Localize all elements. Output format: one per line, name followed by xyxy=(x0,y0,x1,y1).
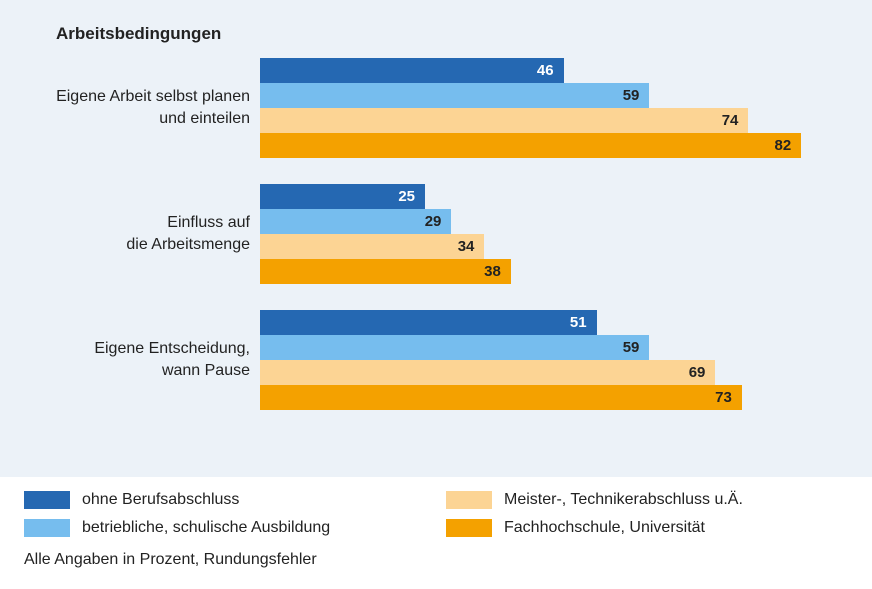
legend-swatch xyxy=(446,519,492,537)
bar-group: Einfluss aufdie Arbeitsmenge25293438 xyxy=(24,184,848,284)
bar: 74 xyxy=(260,108,748,133)
bar: 73 xyxy=(260,385,742,410)
bar-row: 74 xyxy=(260,108,848,133)
legend-label: ohne Berufsabschluss xyxy=(82,491,239,509)
bar: 82 xyxy=(260,133,801,158)
chart-groups: Eigene Arbeit selbst planenund einteilen… xyxy=(24,58,848,410)
bar: 51 xyxy=(260,310,597,335)
bar: 25 xyxy=(260,184,425,209)
group-label: Eigene Entscheidung,wann Pause xyxy=(24,338,260,381)
legend-label: Meister-, Technikerabschluss u.Ä. xyxy=(504,491,743,509)
bar-group: Eigene Arbeit selbst planenund einteilen… xyxy=(24,58,848,158)
bar-row: 34 xyxy=(260,234,848,259)
group-label: Eigene Arbeit selbst planenund einteilen xyxy=(24,86,260,129)
bar-row: 25 xyxy=(260,184,848,209)
bar-row: 51 xyxy=(260,310,848,335)
bar-row: 73 xyxy=(260,385,848,410)
legend-swatch xyxy=(446,491,492,509)
legend-item: betriebliche, schulische Ausbildung xyxy=(24,519,426,537)
group-label: Einfluss aufdie Arbeitsmenge xyxy=(24,212,260,255)
bar: 34 xyxy=(260,234,484,259)
legend-area: ohne Berufsabschluss Meister-, Technikera… xyxy=(0,477,872,569)
bar: 38 xyxy=(260,259,511,284)
bar-row: 38 xyxy=(260,259,848,284)
bar: 59 xyxy=(260,83,649,108)
legend-grid: ohne Berufsabschluss Meister-, Technikera… xyxy=(24,491,848,537)
chart-area: Arbeitsbedingungen Eigene Arbeit selbst … xyxy=(0,0,872,477)
bar-group: Eigene Entscheidung,wann Pause51596973 xyxy=(24,310,848,410)
bar-row: 59 xyxy=(260,335,848,360)
chart-title: Arbeitsbedingungen xyxy=(56,24,848,44)
bar: 59 xyxy=(260,335,649,360)
legend-label: Fachhochschule, Universität xyxy=(504,519,705,537)
legend-item: Fachhochschule, Universität xyxy=(446,519,848,537)
bar: 46 xyxy=(260,58,564,83)
bars-container: 46597482 xyxy=(260,58,848,158)
bar-row: 69 xyxy=(260,360,848,385)
legend-swatch xyxy=(24,491,70,509)
bar: 29 xyxy=(260,209,451,234)
bar: 69 xyxy=(260,360,715,385)
bar-row: 29 xyxy=(260,209,848,234)
bars-container: 25293438 xyxy=(260,184,848,284)
bar-row: 59 xyxy=(260,83,848,108)
bars-container: 51596973 xyxy=(260,310,848,410)
footnote: Alle Angaben in Prozent, Rundungsfehler xyxy=(24,551,848,569)
legend-item: Meister-, Technikerabschluss u.Ä. xyxy=(446,491,848,509)
legend-item: ohne Berufsabschluss xyxy=(24,491,426,509)
bar-row: 82 xyxy=(260,133,848,158)
legend-label: betriebliche, schulische Ausbildung xyxy=(82,519,330,537)
legend-swatch xyxy=(24,519,70,537)
bar-row: 46 xyxy=(260,58,848,83)
